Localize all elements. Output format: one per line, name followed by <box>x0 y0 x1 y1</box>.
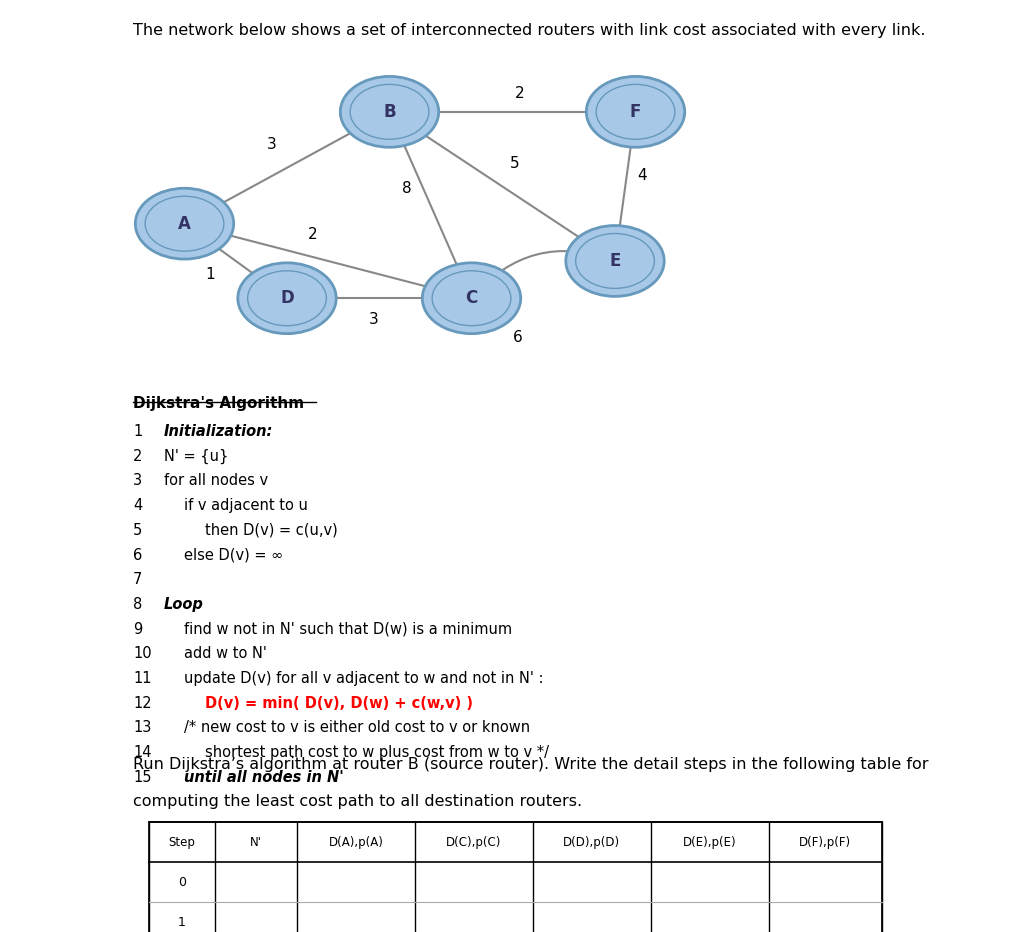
Text: 2: 2 <box>515 86 525 101</box>
Text: 14: 14 <box>133 746 152 761</box>
Bar <box>149 822 882 932</box>
Text: N': N' <box>250 836 262 848</box>
Text: B: B <box>383 103 396 121</box>
Text: Step: Step <box>168 836 196 848</box>
Text: D: D <box>280 289 294 308</box>
Text: 1: 1 <box>205 267 215 282</box>
Text: D(E),p(E): D(E),p(E) <box>683 836 737 848</box>
Text: update D(v) for all v adjacent to w and not in N' :: update D(v) for all v adjacent to w and … <box>184 671 544 686</box>
Text: 3: 3 <box>266 137 277 152</box>
Text: 12: 12 <box>133 695 152 711</box>
Text: 4: 4 <box>133 499 142 514</box>
Text: D(A),p(A): D(A),p(A) <box>329 836 383 848</box>
Text: 3: 3 <box>369 312 379 327</box>
Text: Loop: Loop <box>164 597 204 612</box>
Ellipse shape <box>566 226 664 296</box>
Text: find w not in N' such that D(w) is a minimum: find w not in N' such that D(w) is a min… <box>184 622 512 637</box>
Ellipse shape <box>433 271 510 325</box>
Text: until all nodes in N': until all nodes in N' <box>184 770 344 785</box>
Ellipse shape <box>248 271 326 325</box>
Text: Initialization:: Initialization: <box>164 424 274 439</box>
Text: 15: 15 <box>133 770 152 785</box>
Text: 10: 10 <box>133 647 152 662</box>
Text: computing the least cost path to all destination routers.: computing the least cost path to all des… <box>133 794 582 809</box>
Text: /* new cost to v is either old cost to v or known: /* new cost to v is either old cost to v… <box>184 720 531 735</box>
Text: else D(v) = ∞: else D(v) = ∞ <box>184 548 284 563</box>
Text: 3: 3 <box>133 473 142 488</box>
Ellipse shape <box>576 234 654 288</box>
Text: then D(v) = c(u,v): then D(v) = c(u,v) <box>205 523 338 538</box>
Text: The network below shows a set of interconnected routers with link cost associate: The network below shows a set of interco… <box>133 23 926 38</box>
Ellipse shape <box>351 85 428 139</box>
Text: 9: 9 <box>133 622 142 637</box>
Ellipse shape <box>586 76 685 147</box>
Text: 5: 5 <box>133 523 142 538</box>
Ellipse shape <box>135 188 234 259</box>
Ellipse shape <box>422 263 521 334</box>
Text: 8: 8 <box>133 597 142 612</box>
Text: 1: 1 <box>178 916 186 928</box>
Text: 2: 2 <box>308 227 318 242</box>
Text: if v adjacent to u: if v adjacent to u <box>184 499 309 514</box>
Text: 5: 5 <box>509 156 520 171</box>
Text: 2: 2 <box>133 449 142 464</box>
FancyArrowPatch shape <box>474 251 612 296</box>
Text: Dijkstra's Algorithm: Dijkstra's Algorithm <box>133 396 304 411</box>
Text: 8: 8 <box>402 181 412 196</box>
Text: F: F <box>629 103 642 121</box>
Text: 13: 13 <box>133 720 152 735</box>
Text: 1: 1 <box>133 424 142 439</box>
Text: D(D),p(D): D(D),p(D) <box>564 836 620 848</box>
Ellipse shape <box>597 85 674 139</box>
Text: 7: 7 <box>133 572 142 587</box>
Text: shortest path cost to w plus cost from w to v */: shortest path cost to w plus cost from w… <box>205 746 549 761</box>
Text: C: C <box>465 289 478 308</box>
Ellipse shape <box>238 263 336 334</box>
Text: D(F),p(F): D(F),p(F) <box>800 836 851 848</box>
Text: 4: 4 <box>637 168 647 183</box>
Text: E: E <box>609 252 621 270</box>
Text: 6: 6 <box>133 548 142 563</box>
Text: 11: 11 <box>133 671 152 686</box>
Ellipse shape <box>340 76 439 147</box>
Ellipse shape <box>146 197 223 251</box>
Text: Run Dijkstra’s algorithm at router B (source router). Write the detail steps in : Run Dijkstra’s algorithm at router B (so… <box>133 757 929 772</box>
Text: 0: 0 <box>178 876 186 888</box>
Text: A: A <box>178 214 191 233</box>
Text: add w to N': add w to N' <box>184 647 268 662</box>
Text: N' = {u}: N' = {u} <box>164 449 229 464</box>
Text: D(C),p(C): D(C),p(C) <box>446 836 502 848</box>
Text: 6: 6 <box>512 330 523 345</box>
Text: D(v) = min( D(v), D(w) + c(w,v) ): D(v) = min( D(v), D(w) + c(w,v) ) <box>205 695 473 711</box>
Text: for all nodes v: for all nodes v <box>164 473 269 488</box>
